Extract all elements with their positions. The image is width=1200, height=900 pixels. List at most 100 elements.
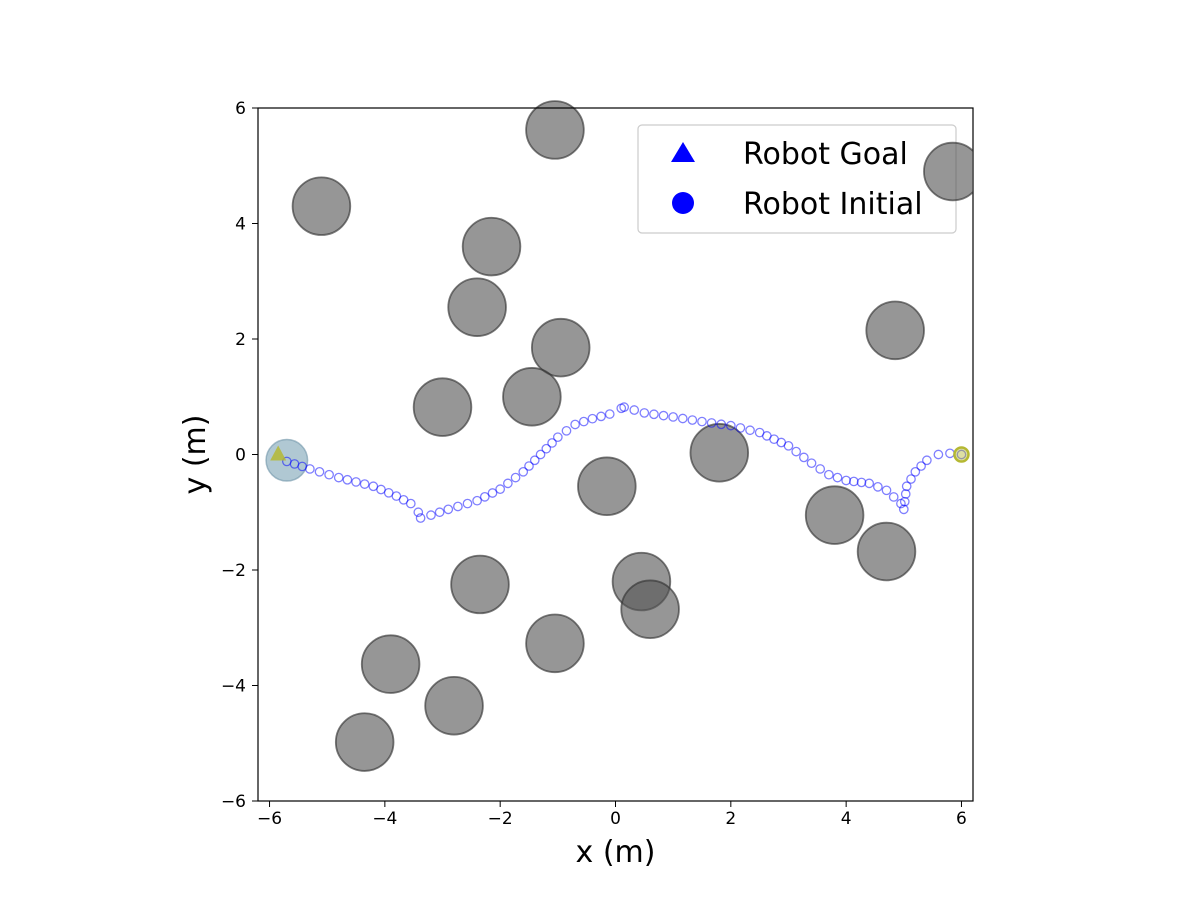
trajectory-point — [933, 449, 944, 460]
trajectory-point — [495, 484, 506, 494]
trajectory-point — [725, 420, 736, 431]
obstacle-8 — [689, 423, 750, 483]
trajectory-point — [832, 472, 843, 483]
obstacle-17 — [424, 675, 484, 736]
trajectory-point — [745, 425, 755, 436]
trajectory-point — [472, 495, 482, 506]
x-tick-label: 0 — [610, 809, 621, 829]
goal-marker — [270, 445, 287, 461]
obstacle-14 — [620, 579, 680, 640]
trajectory-point — [735, 423, 746, 433]
trajectory-point — [677, 413, 688, 424]
trajectory-point — [815, 464, 826, 474]
trajectory-point — [881, 485, 892, 496]
trajectory-point — [900, 489, 911, 499]
trajectory-point — [434, 507, 445, 518]
legend-label: Robot Goal — [743, 137, 908, 172]
trajectory-point — [587, 413, 598, 424]
trajectory-point — [503, 478, 513, 489]
obstacles-layer — [265, 100, 925, 772]
trajectory-point — [426, 510, 436, 520]
faded-obstacle — [923, 141, 973, 202]
obstacle-3 — [447, 277, 507, 337]
trajectory-point — [806, 458, 817, 469]
trajectory-point — [524, 461, 534, 471]
trajectory-point — [561, 425, 572, 436]
trajectory-point — [697, 416, 707, 427]
trajectory-point — [547, 438, 557, 448]
trajectory-point — [716, 419, 727, 430]
obstacle-10 — [804, 485, 865, 545]
trajectory-point — [443, 504, 454, 515]
trajectory-point — [541, 443, 552, 454]
trajectory-point — [535, 449, 546, 460]
obstacle-18 — [334, 712, 395, 772]
trajectory-point — [413, 507, 424, 518]
trajectory-point — [453, 501, 463, 512]
trajectory-point — [552, 432, 563, 443]
y-axis-label: y (m) — [178, 415, 213, 495]
trajectory-layer — [281, 402, 967, 523]
trajectory-point — [706, 418, 717, 428]
trajectory-point — [619, 402, 629, 412]
obstacle-5 — [502, 367, 562, 427]
trajectory-point — [351, 477, 361, 487]
x-tick-label: −2 — [488, 809, 513, 829]
obstacle-4 — [530, 317, 591, 378]
trajectory-point — [864, 478, 875, 489]
trajectory-point — [596, 411, 606, 422]
obstacle-15 — [525, 613, 585, 674]
trajectory-point — [668, 412, 679, 422]
trajectory-point — [529, 455, 540, 466]
x-tick-label: −4 — [372, 809, 397, 829]
trajectory-point — [922, 455, 932, 466]
y-tick-label: −6 — [221, 792, 246, 812]
trajectory-point — [658, 410, 669, 421]
obstacle-1 — [291, 176, 352, 236]
trajectory-point — [510, 472, 521, 483]
y-tick-label: 2 — [235, 330, 246, 350]
trajectory-point — [910, 466, 921, 477]
trajectory-point — [956, 449, 967, 460]
x-tick-label: −6 — [257, 809, 282, 829]
y-tick-label: 0 — [235, 446, 246, 466]
trajectory-point — [906, 474, 916, 484]
trajectory-point — [945, 448, 955, 459]
trajectory-point — [888, 492, 899, 502]
y-tick-label: 4 — [235, 215, 246, 235]
trajectory-point — [687, 415, 698, 425]
x-tick-label: 4 — [841, 809, 852, 829]
obstacle-7 — [865, 300, 925, 361]
obstacle-6 — [412, 377, 473, 437]
trajectory-point — [649, 409, 659, 420]
x-axis-label: x (m) — [576, 835, 656, 870]
y-tick-label: −4 — [221, 677, 246, 697]
legend-label: Robot Initial — [743, 187, 923, 222]
trajectory-point — [518, 466, 529, 477]
trajectory-point — [901, 481, 912, 492]
ticks-layer: −6 −4 −2 0 2 4 6 −6 −4 −2 0 2 4 6 — [221, 99, 967, 829]
trajectory-point — [305, 464, 315, 474]
legend: Robot Goal Robot Initial — [637, 124, 957, 234]
trajectory-point — [799, 452, 809, 463]
trajectory-point — [415, 513, 426, 523]
obstacle-2 — [461, 216, 522, 277]
obstacle-0 — [525, 100, 585, 160]
obstacle-9 — [577, 456, 637, 516]
trajectory-point — [916, 461, 926, 471]
y-tick-label: 6 — [235, 99, 246, 119]
trajectory-point — [823, 469, 834, 480]
trajectory-point — [333, 472, 344, 483]
obstacle-11 — [856, 521, 917, 582]
x-tick-label: 2 — [725, 809, 736, 829]
x-tick-label: 6 — [956, 809, 967, 829]
trajectory-point — [639, 408, 650, 418]
trajectory-point — [570, 419, 580, 430]
markers-layer — [270, 445, 970, 463]
trajectory-point — [359, 479, 370, 489]
trajectory-point — [405, 498, 416, 509]
trajectory-point — [314, 466, 325, 477]
legend-triangle-icon — [671, 142, 695, 162]
initial-marker — [953, 446, 970, 463]
